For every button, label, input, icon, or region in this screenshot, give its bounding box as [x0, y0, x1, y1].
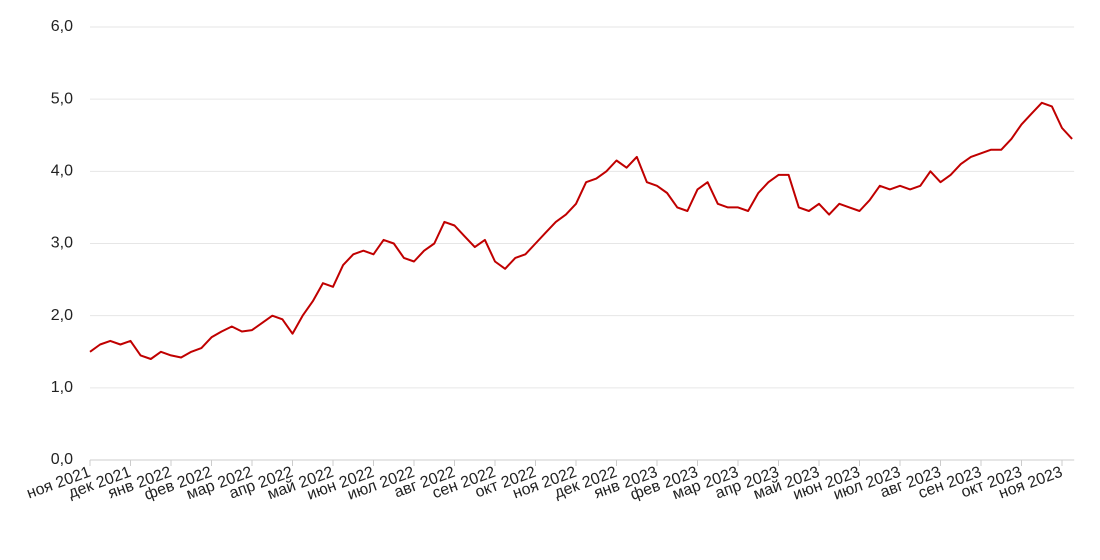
- y-tick-label: 6,0: [51, 18, 73, 35]
- y-tick-label: 3,0: [51, 235, 73, 252]
- line: [89, 101, 1073, 360]
- y-tick-label: 0,0: [51, 451, 73, 468]
- y-tick-label: 5,0: [51, 90, 73, 107]
- y-tick-label: 4,0: [51, 163, 73, 180]
- y-tick-label: 1,0: [51, 379, 73, 396]
- y-tick-label: 2,0: [51, 307, 73, 324]
